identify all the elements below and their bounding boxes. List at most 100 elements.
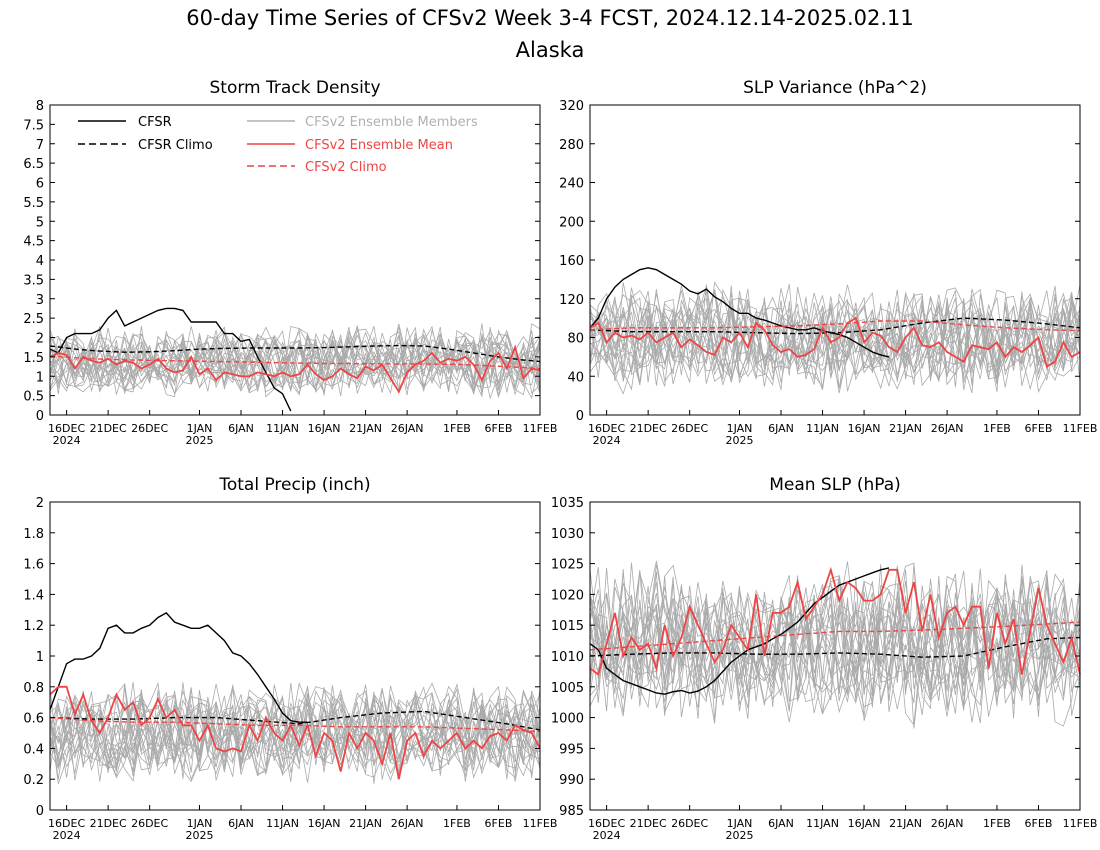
series-cfsv2-ensemble-mean xyxy=(589,566,1081,677)
y-tick-label: 7 xyxy=(36,138,44,153)
y-tick-label: 80 xyxy=(567,332,584,347)
x-tick-label: 6JAN xyxy=(228,817,254,830)
series-cfsv2-ensemble-mean xyxy=(49,344,541,394)
legend-label-members: CFSv2 Ensemble Members xyxy=(305,115,478,130)
x-tick-label: 6FEB xyxy=(1025,422,1053,435)
x-tick-label: 11FEB xyxy=(523,422,558,435)
x-tick-label: 1JAN xyxy=(727,422,753,435)
x-tick-label: 21DEC xyxy=(90,422,127,435)
series-cfsv2-climo xyxy=(589,621,1081,651)
x-year-label: 2024 xyxy=(593,829,621,842)
y-tick-label: 3.5 xyxy=(23,273,44,288)
ensemble-member-line xyxy=(589,283,1081,391)
ensemble-member-line xyxy=(49,326,541,394)
ensemble-members xyxy=(49,323,541,400)
y-tick-label: 240 xyxy=(559,177,584,192)
y-tick-label: 1.8 xyxy=(23,527,44,542)
y-tick-label: 0.8 xyxy=(23,681,44,696)
y-tick-label: 7.5 xyxy=(23,118,44,133)
y-tick-label: 4 xyxy=(36,254,44,269)
series-cfsr-climo xyxy=(49,344,541,363)
x-tick-label: 11JAN xyxy=(806,422,839,435)
x-tick-label: 16JAN xyxy=(308,422,341,435)
ensemble-member-line xyxy=(589,575,1081,723)
panel-4: Mean SLP (hPa) 985 990 995 1000 1005 1010 1015 1… xyxy=(551,475,1098,842)
ensemble-member-line xyxy=(589,284,1081,390)
x-tick-label: 26DEC xyxy=(131,817,168,830)
ensemble-members xyxy=(49,681,541,785)
ensemble-member-line xyxy=(589,562,1081,707)
ensemble-member-line xyxy=(49,682,541,779)
y-tick-label: 0.2 xyxy=(23,773,44,788)
ensemble-member-line xyxy=(589,288,1081,394)
y-tick-label: 1030 xyxy=(551,527,584,542)
ensemble-member-line xyxy=(49,683,541,778)
ensemble-member-line xyxy=(589,292,1081,385)
x-tick-label: 21DEC xyxy=(630,817,667,830)
x-tick-label: 11JAN xyxy=(266,817,299,830)
y-tick-label: 990 xyxy=(559,773,584,788)
series-cfsr xyxy=(589,267,890,358)
y-tick-label: 6 xyxy=(36,177,44,192)
legend-label-cfsr-climo: CFSR Climo xyxy=(138,138,213,153)
ensemble-member-line xyxy=(49,331,541,393)
x-tick-label: 11FEB xyxy=(1063,422,1098,435)
x-tick-label: 21JAN xyxy=(349,817,382,830)
y-tick-label: 0.5 xyxy=(23,390,44,405)
y-tick-label: 1025 xyxy=(551,558,584,573)
y-tick-label: 1.6 xyxy=(23,558,44,573)
x-tick-label: 26JAN xyxy=(391,422,424,435)
y-tick-label: 0 xyxy=(576,409,584,424)
ensemble-member-line xyxy=(589,298,1081,385)
y-tick-label: 2.5 xyxy=(23,312,44,327)
y-tick-label: 1020 xyxy=(551,588,584,603)
ensemble-member-line xyxy=(49,685,541,772)
series-cfsv2-ensemble-mean xyxy=(49,685,541,780)
x-tick-label: 1FEB xyxy=(443,817,471,830)
x-tick-label: 26JAN xyxy=(391,817,424,830)
legend-label-cfsv2-climo: CFSv2 Climo xyxy=(305,160,387,175)
ensemble-member-line xyxy=(49,327,541,393)
ensemble-member-line xyxy=(589,576,1081,718)
y-tick-label: 1010 xyxy=(551,650,584,665)
y-tick-label: 320 xyxy=(559,99,584,114)
ensemble-member-line xyxy=(49,688,541,776)
x-tick-label: 26DEC xyxy=(671,817,708,830)
ensemble-member-line xyxy=(49,682,541,785)
legend-label-cfsr: CFSR xyxy=(138,115,172,130)
x-tick-label: 16DEC xyxy=(588,422,625,435)
x-tick-label: 1FEB xyxy=(443,422,471,435)
ensemble-member-line xyxy=(49,330,541,393)
x-tick-label: 16DEC xyxy=(48,422,85,435)
x-tick-label: 11FEB xyxy=(1063,817,1098,830)
x-year-label: 2025 xyxy=(725,829,753,842)
y-tick-label: 160 xyxy=(559,254,584,269)
series-cfsr xyxy=(49,307,292,412)
x-tick-label: 6FEB xyxy=(1025,817,1053,830)
ensemble-member-line xyxy=(49,329,541,394)
ensemble-member-line xyxy=(589,561,1081,724)
y-tick-label: 995 xyxy=(559,742,584,757)
y-tick-label: 5.5 xyxy=(23,196,44,211)
panel-title: Mean SLP (hPa) xyxy=(769,475,901,495)
x-tick-label: 6JAN xyxy=(768,422,794,435)
legend: CFSR CFSR Climo CFSv2 Ensemble Members C… xyxy=(78,115,478,175)
x-tick-label: 26DEC xyxy=(131,422,168,435)
y-tick-label: 280 xyxy=(559,138,584,153)
panel-1: Storm Track Density 0 0.5 1 1.5 2 2.5 3 3.5 4 4.5 5… xyxy=(23,78,557,447)
x-tick-label: 21JAN xyxy=(889,422,922,435)
x-tick-label: 26DEC xyxy=(671,422,708,435)
y-tick-label: 1.5 xyxy=(23,351,44,366)
panel-2: SLP Variance (hPa^2) 0 40 80 120 160 200 240 280… xyxy=(559,78,1097,447)
figure-subtitle: Alaska xyxy=(516,38,585,62)
y-tick-label: 5 xyxy=(36,215,44,230)
x-tick-label: 16JAN xyxy=(308,817,341,830)
x-tick-label: 16DEC xyxy=(48,817,85,830)
y-tick-label: 2 xyxy=(36,332,44,347)
ensemble-member-line xyxy=(49,694,541,780)
y-tick-label: 6.5 xyxy=(23,157,44,172)
x-tick-label: 26JAN xyxy=(931,817,964,830)
y-tick-label: 0.6 xyxy=(23,712,44,727)
ensemble-member-line xyxy=(49,682,541,774)
series-cfsv2-climo xyxy=(49,355,541,370)
